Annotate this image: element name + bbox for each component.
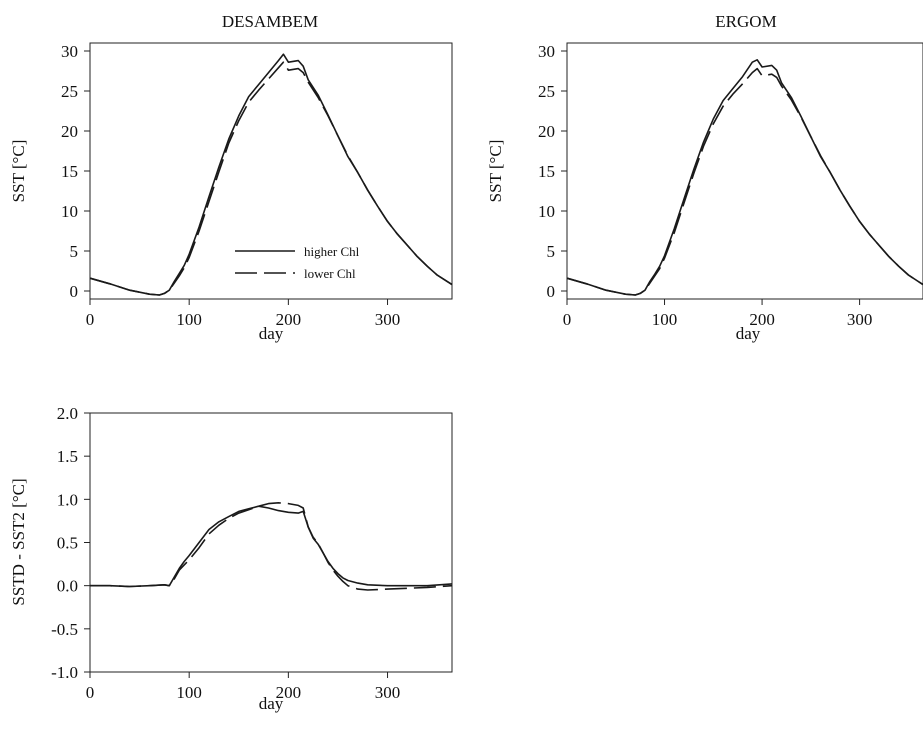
y-tick-label: 20	[61, 122, 78, 141]
panel-title: ERGOM	[715, 12, 776, 31]
series-line-dashed	[89, 61, 453, 296]
y-tick-label: 0.5	[57, 534, 78, 553]
x-axis-label: day	[736, 324, 761, 343]
series-line-solid	[89, 53, 453, 296]
x-tick-label: 200	[276, 683, 302, 702]
chart-panel-difference: 0 100 200 300 -1.0 -0.5 0.0 0.5 1.0 1.5 2.0 day S…	[9, 404, 453, 713]
y-tick-label: 25	[61, 82, 78, 101]
series-lines	[90, 501, 453, 591]
legend-label-lower-chl: lower Chl	[304, 266, 356, 281]
x-tick-label: 300	[375, 310, 401, 329]
y-tick-label: 1.5	[57, 447, 78, 466]
x-axis-label: day	[259, 324, 284, 343]
y-axis-label: SST [°C]	[9, 140, 28, 203]
series-line-dashed	[566, 67, 923, 296]
y-tick-label: 0.0	[57, 577, 78, 596]
y-ticks: 0 5 10 15 20 25 30	[61, 42, 90, 301]
y-tick-label: 0	[70, 282, 79, 301]
panel-title: DESAMBEM	[222, 12, 318, 31]
y-tick-label: -0.5	[51, 620, 78, 639]
x-tick-label: 300	[847, 310, 873, 329]
legend-label-higher-chl: higher Chl	[304, 244, 360, 259]
y-tick-label: 30	[538, 42, 555, 61]
x-tick-label: 0	[86, 683, 95, 702]
x-tick-label: 300	[375, 683, 401, 702]
series-line-solid	[90, 505, 453, 588]
y-tick-label: 1.0	[57, 490, 78, 509]
x-tick-label: 0	[563, 310, 572, 329]
y-tick-label: 15	[538, 162, 555, 181]
x-tick-label: 200	[276, 310, 302, 329]
y-tick-label: 5	[547, 242, 556, 261]
y-tick-label: 25	[538, 82, 555, 101]
plot-frame	[89, 42, 453, 300]
chart-panel-ergom: ERGOM 0 100 200 300 0 5 10 15 20 25 30 day SST [°…	[486, 12, 923, 343]
y-tick-label: 5	[70, 242, 79, 261]
series-lines	[89, 53, 453, 296]
x-tick-label: 100	[652, 310, 678, 329]
y-ticks: -1.0 -0.5 0.0 0.5 1.0 1.5 2.0	[51, 404, 90, 682]
x-tick-label: 100	[176, 310, 202, 329]
y-ticks: 0 5 10 15 20 25 30	[538, 42, 567, 301]
y-tick-label: 2.0	[57, 404, 78, 423]
x-tick-label: 100	[176, 683, 202, 702]
y-tick-label: -1.0	[51, 663, 78, 682]
x-axis-label: day	[259, 694, 284, 713]
x-tick-label: 0	[86, 310, 95, 329]
x-ticks: 0 100 200 300	[86, 299, 401, 329]
plot-frame	[89, 412, 453, 673]
x-ticks: 0 100 200 300	[86, 672, 401, 702]
x-ticks: 0 100 200 300	[563, 299, 873, 329]
plot-frame	[566, 42, 923, 300]
legend: higher Chl lower Chl	[235, 244, 360, 281]
series-lines	[566, 58, 923, 296]
y-tick-label: 20	[538, 122, 555, 141]
series-line-dashed	[90, 501, 453, 591]
chart-panel-desambem: DESAMBEM 0 100 200 300 0 5 10 15 20 25 30 day SST…	[9, 12, 453, 343]
series-line-solid	[566, 58, 923, 296]
y-tick-label: 0	[547, 282, 556, 301]
y-tick-label: 10	[538, 202, 555, 221]
y-axis-label: SST [°C]	[486, 140, 505, 203]
x-tick-label: 200	[749, 310, 775, 329]
y-tick-label: 10	[61, 202, 78, 221]
y-tick-label: 30	[61, 42, 78, 61]
y-tick-label: 15	[61, 162, 78, 181]
y-axis-label: SSTD - SST2 [°C]	[9, 478, 28, 605]
